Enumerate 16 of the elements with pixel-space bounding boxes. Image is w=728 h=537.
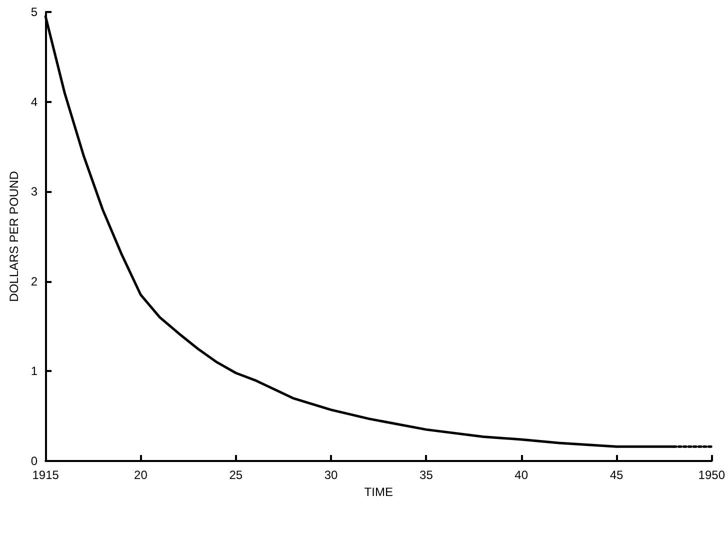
- x-tick-label: 25: [229, 468, 243, 482]
- y-tick-label: 5: [30, 5, 38, 19]
- y-tick-label: 1: [30, 364, 38, 378]
- x-axis-title: TIME: [364, 484, 393, 499]
- y-tick-label: 2: [30, 274, 38, 288]
- x-tick-label: 1950: [698, 468, 726, 482]
- y-axis-title: DOLLARS PER POUND: [7, 170, 21, 302]
- y-tick-label: 0: [30, 454, 38, 468]
- x-tick-label: 40: [514, 468, 528, 482]
- x-tick-label: 35: [420, 468, 434, 482]
- x-tick-label: 45: [610, 468, 624, 482]
- y-tick-label: 4: [30, 94, 38, 109]
- y-tick-label: 3: [30, 184, 38, 199]
- x-tick-label: 1915: [32, 468, 60, 482]
- x-tick-label: 20: [134, 468, 148, 482]
- x-tick-label: 30: [324, 468, 338, 482]
